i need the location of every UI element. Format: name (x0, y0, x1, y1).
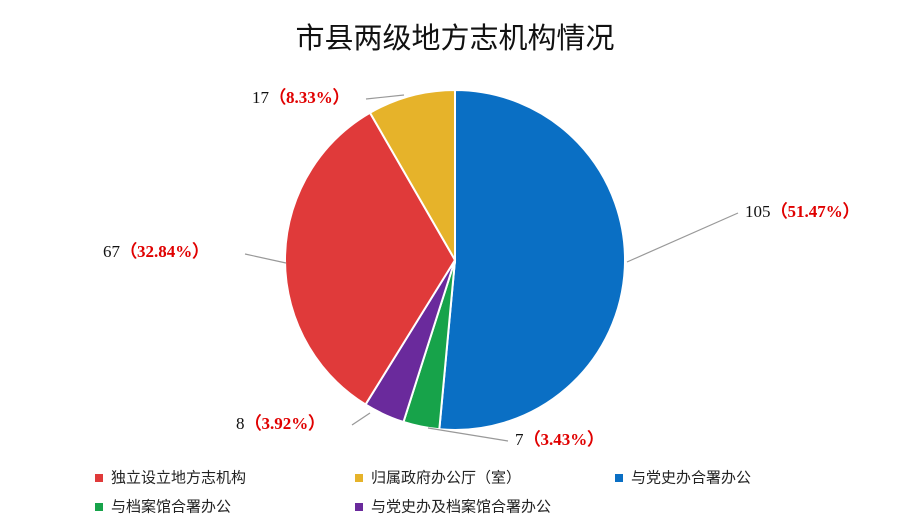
data-label: 67（32.84%） (103, 241, 209, 261)
data-label: 8（3.92%） (236, 413, 325, 433)
percent-label: （32.84%） (120, 241, 209, 261)
legend-swatch (95, 474, 103, 482)
leader-line (626, 212, 739, 263)
legend-label: 归属政府办公厅（室） (371, 469, 521, 487)
legend-swatch (95, 503, 103, 511)
value-label: 17 (252, 88, 270, 107)
percent-label: （3.92%） (245, 413, 326, 433)
value-label: 67 (103, 242, 121, 261)
pie-slice (284, 111, 457, 406)
legend-swatch (355, 503, 363, 511)
value-label: 8 (236, 414, 245, 433)
legend-label: 与党史办及档案馆合署办公 (371, 498, 551, 516)
percent-label: （8.33%） (269, 87, 350, 107)
chart-title: 市县两级地方志机构情况 (295, 21, 614, 55)
percent-label: （3.43%） (524, 429, 605, 449)
value-label: 7 (515, 430, 524, 449)
legend-label: 与党史办合署办公 (631, 469, 751, 487)
data-label: 7（3.43%） (515, 429, 604, 449)
legend-label: 与档案馆合署办公 (111, 498, 231, 516)
pie-slice (438, 88, 626, 431)
leader-line (244, 253, 287, 264)
leader-line (351, 412, 371, 426)
legend-swatch (615, 474, 623, 482)
leader-line (427, 427, 509, 442)
data-label: 17（8.33%） (252, 87, 350, 107)
leader-line (365, 94, 405, 100)
legend-swatch (355, 474, 363, 482)
pie-slice (368, 88, 456, 264)
value-label: 105 (745, 202, 771, 221)
data-label: 105（51.47%） (745, 201, 860, 221)
legend-label: 独立设立地方志机构 (111, 469, 246, 487)
percent-label: （51.47%） (771, 201, 860, 221)
